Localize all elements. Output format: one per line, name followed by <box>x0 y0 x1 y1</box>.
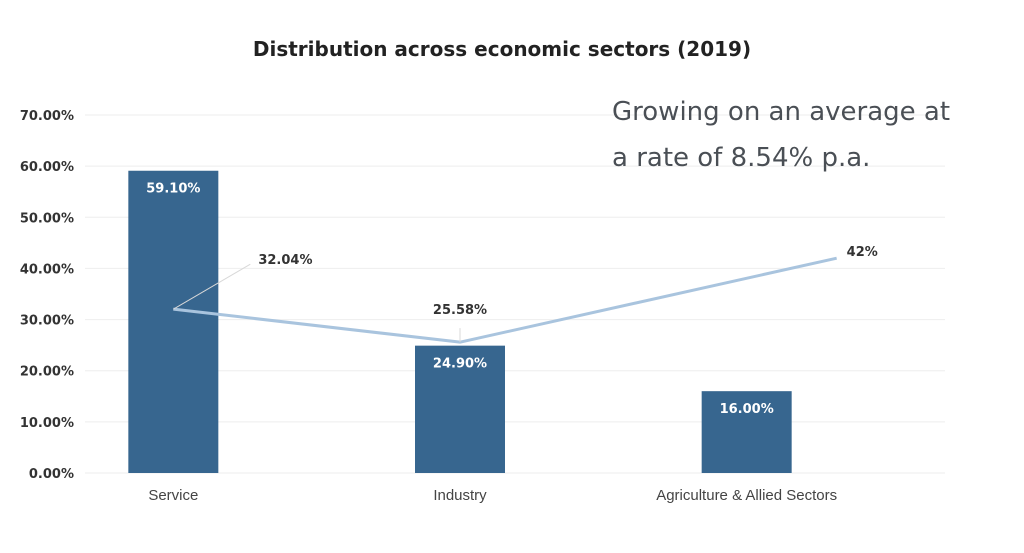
line-series <box>173 256 837 344</box>
growth-line <box>173 256 837 344</box>
y-tick-label: 40.00% <box>20 262 74 277</box>
bar <box>128 170 219 473</box>
y-axis-ticks: 0.00% 10.00% 20.00% 30.00% 40.00% 50.00% 60.00… <box>20 109 74 482</box>
data-labels: 59.10% 24.90% 16.00% 32.04% 25.58% 42% <box>146 182 878 417</box>
y-tick-label: 0.00% <box>29 467 74 482</box>
y-tick-label: 20.00% <box>20 365 74 380</box>
growth-annotation-line-1: Growing on an average at <box>612 97 950 127</box>
y-tick-label: 60.00% <box>20 160 74 175</box>
bar-value-label: 16.00% <box>720 402 774 417</box>
y-tick-label: 30.00% <box>20 314 74 329</box>
bar-value-label: 24.90% <box>433 357 487 372</box>
y-tick-label: 70.00% <box>20 109 74 124</box>
bar <box>701 391 792 473</box>
line-value-label: 25.58% <box>433 303 487 318</box>
x-category-label: Agriculture & Allied Sectors <box>656 487 837 504</box>
bar-value-label: 59.10% <box>146 182 200 197</box>
gridlines <box>85 114 945 474</box>
leader-line <box>173 263 251 310</box>
chart-title: Distribution across economic sectors (20… <box>253 37 751 61</box>
bar <box>415 345 505 473</box>
y-tick-label: 50.00% <box>20 211 74 226</box>
line-value-label: 42% <box>847 245 878 260</box>
bars <box>128 170 792 473</box>
y-tick-label: 10.00% <box>20 416 74 431</box>
x-axis-categories: Service Industry Agriculture & Allied Sect… <box>148 487 837 504</box>
growth-annotation-line-2: a rate of 8.54% p.a. <box>612 143 870 173</box>
x-category-label: Industry <box>433 487 487 504</box>
x-category-label: Service <box>148 487 198 504</box>
line-value-label: 32.04% <box>258 253 312 268</box>
